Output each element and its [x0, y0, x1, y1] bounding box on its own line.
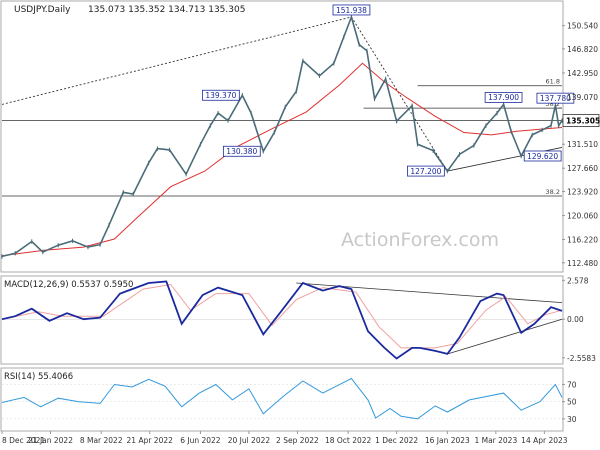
price-tick-label: 116.220	[567, 235, 598, 244]
x-tick-label: 2 Sep 2022	[276, 436, 319, 445]
ohlc-label: 135.073 135.352 134.713 135.305	[88, 5, 245, 15]
rsi-y-axis: 70 50 30	[562, 380, 577, 424]
last-price-box	[562, 114, 600, 127]
macd-line	[1, 280, 563, 360]
macd-series-layer	[1, 280, 563, 360]
rsi-line	[1, 377, 563, 420]
price-callout-box	[407, 165, 445, 177]
x-tick-label: 8 Mar 2022	[80, 436, 123, 445]
price-line	[1, 14, 563, 258]
price-tick-label: 131.510	[567, 140, 598, 149]
rsi-label: RSI(14) 55.4066	[4, 372, 73, 382]
watermark: ActionForex.com	[341, 229, 499, 251]
x-tick-label: 6 Jun 2022	[180, 436, 221, 445]
price-tick-label: 127.660	[567, 164, 598, 173]
price-panel: USDJPY.Daily 135.073 135.352 134.713 135…	[0, 0, 600, 273]
fib-level-label: 61.8	[546, 78, 560, 86]
x-tick-label: 1 Dec 2022	[375, 436, 418, 445]
price-y-axis: 150.540 146.820 142.950 139.070 131.510 127.6…	[562, 22, 600, 268]
rsi-tick-label: 70	[567, 380, 577, 389]
x-tick-label: 18 Oct 2022	[325, 436, 372, 445]
price-callout-label: 151.938	[336, 6, 367, 15]
price-tick-label: 150.540	[567, 22, 598, 31]
price-callout-label: 127.200	[410, 167, 441, 176]
price-callout-label: 139.370	[205, 91, 236, 100]
macd-signal-line	[1, 283, 563, 349]
rsi-tick-label: 30	[567, 415, 577, 424]
price-callout-box	[222, 145, 261, 157]
price-callout-box	[523, 150, 562, 162]
x-tick-label: 20 Jul 2022	[228, 436, 271, 445]
price-callout-label: 130.380	[226, 147, 257, 156]
price-callout-box	[484, 92, 523, 103]
price-tick-label: 139.070	[567, 93, 598, 102]
price-callout-label: 137.900	[488, 93, 519, 102]
fib-level-label: 38.2	[546, 100, 560, 108]
x-tick-label: 14 Apr 2023	[521, 436, 568, 445]
macd-tick-label: -2.5583	[567, 354, 596, 363]
last-price-label: 135.305	[566, 117, 600, 126]
macd-label: MACD(12,26,9) 0.5537 0.5950	[4, 280, 133, 290]
price-series-layer: 61.8 38.2 38.2 151.938 139.370 130.380 137.900…	[1, 4, 575, 259]
x-tick-label: 21 Apr 2022	[127, 436, 174, 445]
fib-level-label: 38.2	[546, 188, 560, 196]
price-callout-box	[536, 92, 575, 104]
price-tick-label: 120.060	[567, 212, 598, 221]
macd-trend-line	[447, 318, 563, 355]
price-tick-label: 146.820	[567, 45, 598, 54]
dashed-trend-line	[1, 16, 352, 105]
x-tick-label: 8 Dec 2021	[2, 436, 45, 445]
macd-y-axis: 2.578 0.00 -2.5583	[562, 276, 596, 363]
price-panel-frame	[0, 0, 564, 273]
rsi-tick-label: 50	[567, 398, 577, 407]
rsi-series-layer	[1, 377, 563, 420]
macd-tick-label: 2.578	[567, 276, 589, 285]
rsi-panel: RSI(14) 55.4066 70 50 30	[0, 367, 577, 432]
price-callout-label: 137.780	[540, 94, 571, 103]
price-tick-label: 112.480	[567, 259, 598, 268]
rsi-panel-frame	[0, 367, 564, 432]
price-callout-box	[202, 89, 240, 101]
macd-tick-label: 0.00	[567, 315, 584, 324]
price-tick-label: 142.950	[567, 69, 598, 78]
macd-panel: MACD(12,26,9) 0.5537 0.5950 2.578 0.00 -2.…	[0, 275, 596, 365]
x-tick-label: 16 Jan 2023	[425, 436, 470, 445]
instrument-label: USDJPY.Daily	[14, 5, 71, 15]
x-tick-label: 1 Mar 2023	[474, 436, 517, 445]
price-callout-box	[332, 4, 371, 16]
price-callout-label: 129.620	[527, 152, 558, 161]
x-tick-label: 21 Jan 2022	[28, 436, 73, 445]
price-tick-label: 123.920	[567, 188, 598, 197]
ema-line	[1, 62, 563, 257]
